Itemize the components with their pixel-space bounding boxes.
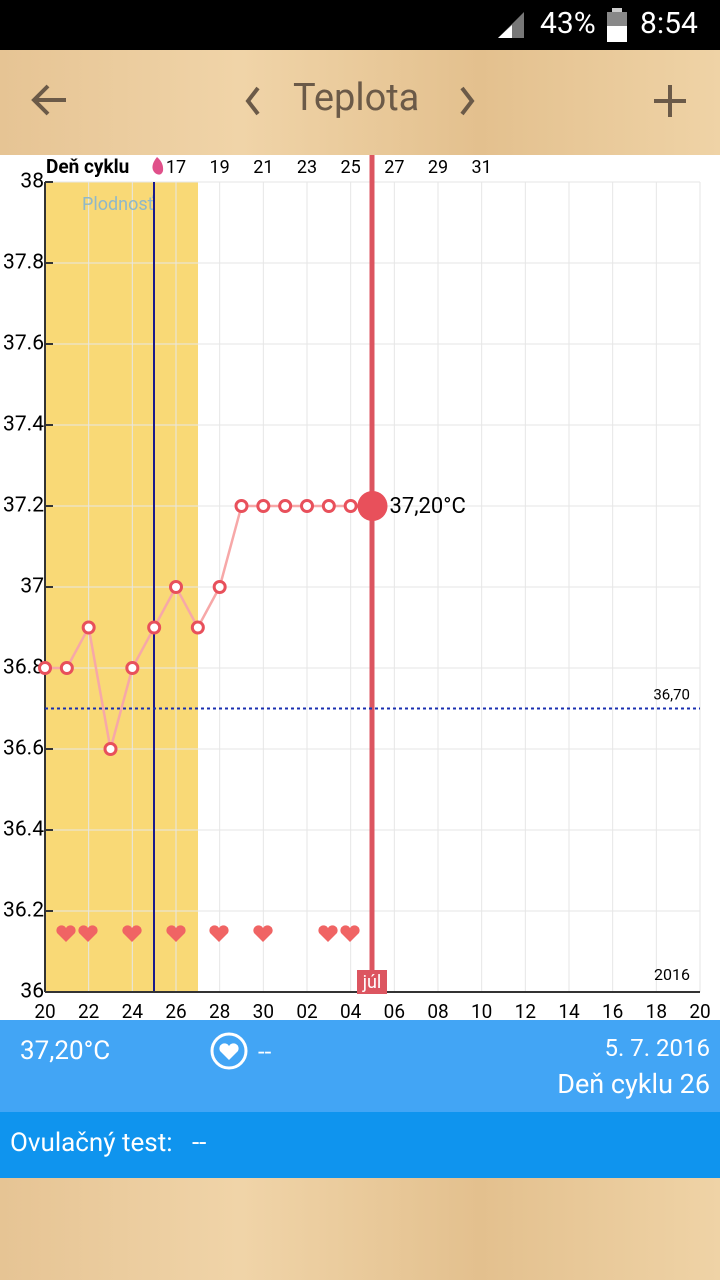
temperature-point: [321, 499, 336, 513]
temperature-point: [81, 620, 96, 635]
summary-cycle-day: Deň cyklu 26: [557, 1068, 710, 1100]
temperature-point: [147, 620, 162, 635]
battery-percent: 43%: [540, 6, 596, 41]
cycle-day-label: 21: [253, 157, 273, 178]
x-tick-label: 08: [427, 1000, 448, 1020]
month-label: júl: [362, 972, 382, 993]
back-button[interactable]: [30, 82, 70, 122]
temperature-point: [256, 499, 271, 513]
cycle-day-label: 27: [384, 157, 404, 178]
y-tick-label: 36: [20, 980, 44, 1004]
month-tag: [357, 970, 387, 994]
y-tick-label: 38: [20, 170, 44, 194]
y-tick-label: 36.8: [3, 656, 44, 680]
y-tick-label: 37.4: [3, 413, 44, 437]
selected-point: [357, 491, 388, 521]
reference-label: 36,70: [653, 685, 690, 703]
x-tick-label: 12: [515, 1000, 536, 1020]
cycle-day-label: 17: [166, 157, 186, 178]
temperature-point: [38, 661, 52, 675]
temperature-point: [59, 661, 74, 675]
y-tick-label: 37.2: [3, 494, 44, 518]
x-tick-label: 20: [34, 1000, 55, 1020]
x-tick-label: 02: [296, 1000, 317, 1020]
fertility-label: Plodnosť: [82, 194, 155, 215]
cycle-day-label: 25: [341, 157, 361, 178]
chart: Plodnosť Deň cyklu júl 2016 3636.236.436…: [0, 155, 720, 1020]
x-tick-label: 20: [689, 1000, 710, 1020]
x-tick-label: 18: [646, 1000, 667, 1020]
x-tick-label: 30: [253, 1000, 274, 1020]
temperature-point: [278, 499, 293, 513]
y-tick-label: 36.4: [3, 818, 44, 842]
period-icon: [152, 157, 164, 175]
cycle-day-label: 29: [428, 157, 448, 178]
ovulation-test-row[interactable]: Ovulačný test: --: [0, 1112, 720, 1178]
summary-date: 5. 7. 2016: [604, 1034, 711, 1062]
clock: 8:54: [640, 6, 698, 41]
temperature-point: [343, 499, 358, 513]
year-label: 2016: [654, 965, 690, 984]
summary-temperature: 37,20°C: [20, 1036, 111, 1066]
temperature-point: [212, 580, 227, 594]
prev-button[interactable]: [242, 84, 264, 118]
x-tick-label: 04: [340, 1000, 362, 1020]
x-tick-label: 06: [384, 1000, 405, 1020]
x-tick-label: 28: [209, 1000, 230, 1020]
cycle-day-label: 19: [210, 157, 230, 178]
intercourse-markers: [56, 925, 360, 942]
x-tick-label: 10: [471, 1000, 492, 1020]
temperature-point: [103, 742, 118, 756]
next-button[interactable]: [456, 84, 478, 118]
temperature-line: [45, 504, 373, 750]
y-tick-label: 37: [20, 575, 44, 599]
status-bar: 43% 8:54: [0, 0, 720, 50]
top-axis-title: Deň cyklu: [46, 155, 129, 178]
y-tick-label: 36.6: [3, 737, 44, 761]
temperature-point: [234, 499, 249, 513]
toolbar: Teplota: [0, 50, 720, 155]
add-button[interactable]: [652, 83, 688, 119]
x-tick-label: 22: [78, 1000, 99, 1020]
cycle-day-label: 31: [472, 157, 492, 178]
cycle-day-label: 23: [297, 157, 317, 178]
selected-value-label: 37,20°C: [390, 494, 466, 519]
ovulation-test-value: --: [192, 1128, 207, 1158]
y-tick-label: 37.8: [3, 251, 44, 275]
x-tick-label: 24: [122, 1000, 144, 1020]
x-tick-label: 14: [558, 1000, 580, 1020]
signal-icon: [498, 12, 524, 38]
x-tick-label: 16: [602, 1000, 623, 1020]
temperature-point: [190, 620, 205, 635]
day-summary: 37,20°C -- 5. 7. 2016 Deň cyklu 26: [0, 1020, 720, 1112]
y-tick-label: 37.6: [3, 332, 44, 356]
y-tick-label: 36.2: [3, 899, 44, 923]
ovulation-test-label: Ovulačný test:: [10, 1128, 173, 1158]
temperature-point: [169, 580, 183, 594]
heart-icon[interactable]: [209, 1031, 249, 1071]
battery-icon: [607, 8, 627, 42]
x-tick-label: 26: [165, 1000, 186, 1020]
wood-footer: [0, 1178, 720, 1280]
temperature-point: [125, 661, 140, 675]
temperature-point: [300, 499, 314, 513]
summary-intercourse: --: [258, 1038, 272, 1066]
screen-title: Teplota: [293, 76, 420, 120]
